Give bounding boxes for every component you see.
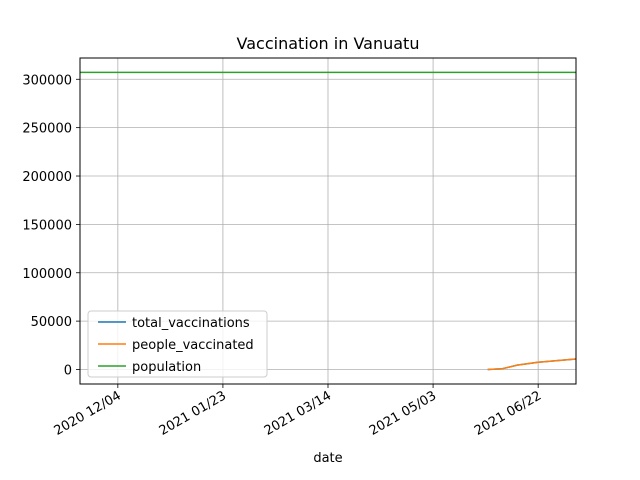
legend-label: population <box>132 360 201 375</box>
y-tick-label: 300000 <box>22 73 72 88</box>
y-tick-label: 100000 <box>22 267 72 282</box>
y-tick-label: 250000 <box>22 122 72 137</box>
legend-box <box>87 310 268 378</box>
grid <box>80 58 576 384</box>
y-tick-label: 200000 <box>22 170 72 185</box>
y-tick-label: 50000 <box>31 315 72 330</box>
x-axis-label: date <box>313 451 342 466</box>
y-tick-label: 0 <box>64 363 72 378</box>
plot-lines <box>80 71 577 371</box>
legend-label: total_vaccinations <box>132 316 250 331</box>
y-tick-label: 150000 <box>22 218 72 233</box>
series-line-people-vaccinated <box>487 358 577 371</box>
legend-label: people_vaccinated <box>132 338 254 353</box>
chart-title: Vaccination in Vanuatu <box>237 34 420 53</box>
legend: total_vaccinations people_vaccinatedpopul… <box>87 310 268 378</box>
